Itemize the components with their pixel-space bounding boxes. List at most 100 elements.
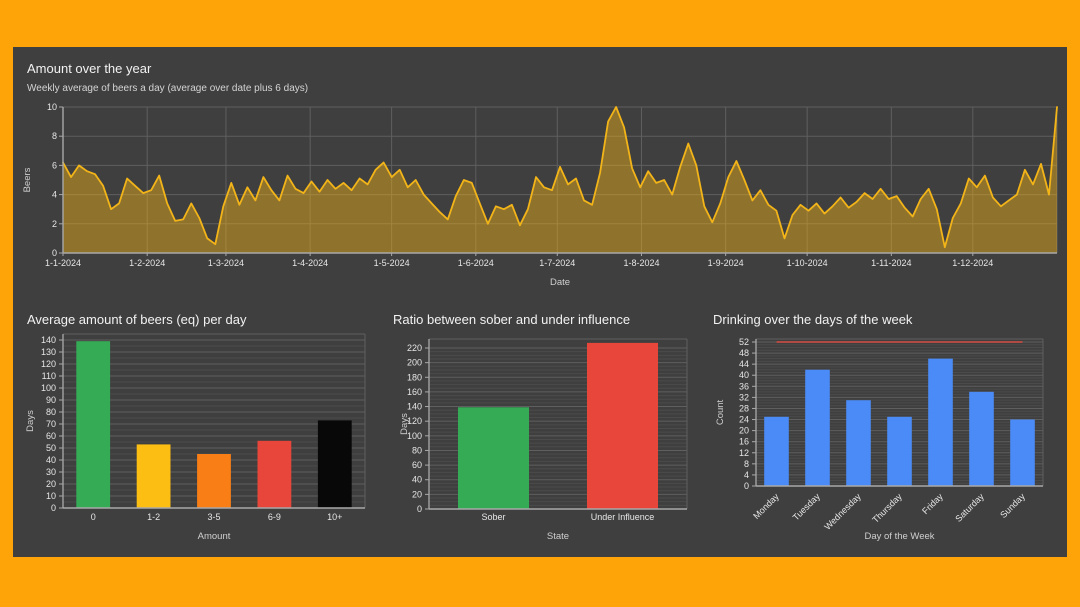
amount-per-day-bar-chart: 0 1-2 3-5 6-9 10+ 0 10 20 30 40 50 60 70 80 90 100 110 12… — [25, 333, 366, 542]
bar-3-5 — [197, 454, 231, 508]
y-tick-label: 4 — [52, 190, 57, 200]
y-tick-label: 40 — [46, 455, 56, 465]
bar-Wednesday — [846, 400, 871, 486]
y-tick-label: 50 — [46, 443, 56, 453]
y-axis-title: Beers — [22, 167, 33, 192]
x-tick-label: Wednesday — [822, 491, 863, 532]
y-tick-label: 20 — [412, 489, 422, 499]
y-axis-title: Days — [399, 413, 410, 435]
sober-ratio-chart-title: Ratio between sober and under influence — [393, 312, 631, 327]
area-chart-title: Amount over the year — [27, 61, 152, 76]
y-tick-label: 100 — [407, 431, 422, 441]
weekday-drinking-chart-title: Drinking over the days of the week — [713, 312, 913, 327]
x-tick-label: 1-11-2024 — [871, 258, 911, 268]
area-line — [62, 106, 1058, 249]
x-tick-label: 1-2 — [147, 512, 160, 522]
x-tick-label: 1-2-2024 — [129, 258, 165, 268]
y-tick-label: 80 — [412, 445, 422, 455]
y-tick-label: 32 — [739, 392, 749, 402]
y-tick-label: 20 — [739, 426, 749, 436]
bar-Monday — [764, 416, 789, 486]
weekday-drinking-bar-chart: Monday Tuesday Wednesday Thursday Friday Satu… — [715, 337, 1044, 542]
area-chart-subtitle: Weekly average of beers a day (average o… — [27, 83, 309, 94]
y-tick-label: 2 — [52, 219, 57, 229]
y-tick-label: 130 — [41, 347, 56, 357]
y-tick-label: 28 — [739, 403, 749, 413]
bar-6-9 — [257, 440, 292, 508]
y-tick-label: 40 — [739, 370, 749, 380]
y-tick-label: 10 — [46, 491, 56, 501]
x-axis-title: Amount — [198, 531, 231, 542]
y-tick-label: 120 — [407, 416, 422, 426]
y-tick-label: 44 — [739, 359, 749, 369]
x-tick-label: 1-12-2024 — [952, 258, 993, 268]
x-tick-label: Friday — [920, 491, 945, 516]
x-tick-label: Tuesday — [791, 491, 823, 523]
y-tick-label: 0 — [52, 248, 57, 258]
sober-ratio-bar-chart: Sober Under Influence 0 20 40 60 80 100 120 140 16… — [399, 338, 688, 542]
beers-over-year-area-chart: 1-1-2024 1-2-2024 1-3-2024 1-4-2024 1-5-2024… — [22, 102, 1058, 288]
x-tick-label: 1-7-2024 — [539, 258, 575, 268]
x-tick-label: Sober — [481, 512, 505, 522]
x-tick-label: 1-1-2024 — [45, 258, 81, 268]
x-tick-label: 1-10-2024 — [787, 258, 828, 268]
x-tick-label: Thursday — [870, 491, 904, 525]
y-tick-label: 12 — [739, 448, 749, 458]
bar-Under Influence — [587, 342, 658, 509]
bar-Sunday — [1010, 419, 1035, 486]
y-tick-label: 160 — [407, 387, 422, 397]
x-tick-label: 6-9 — [268, 512, 281, 522]
x-tick-label: 1-3-2024 — [208, 258, 244, 268]
y-tick-label: 10 — [47, 102, 57, 112]
y-tick-label: 52 — [739, 337, 749, 347]
y-tick-label: 110 — [42, 371, 56, 381]
bar-Tuesday — [805, 369, 830, 486]
y-tick-label: 60 — [46, 431, 56, 441]
bar-Sober — [458, 407, 529, 509]
y-tick-label: 16 — [739, 437, 749, 447]
x-tick-label: 1-5-2024 — [374, 258, 410, 268]
amount-per-day-chart-title: Average amount of beers (eq) per day — [27, 312, 247, 327]
y-axis-title: Count — [715, 399, 726, 425]
y-tick-label: 120 — [41, 359, 56, 369]
area-fill — [63, 107, 1057, 253]
y-tick-label: 80 — [46, 407, 56, 417]
x-axis-title: Day of the Week — [864, 531, 934, 542]
y-tick-label: 90 — [46, 395, 56, 405]
x-tick-label: Saturday — [953, 491, 986, 524]
y-tick-label: 48 — [739, 348, 749, 358]
y-tick-label: 0 — [417, 504, 422, 514]
bar-1-2 — [136, 444, 171, 508]
x-tick-label: Sunday — [998, 491, 1027, 520]
y-tick-label: 24 — [739, 415, 749, 425]
y-tick-label: 0 — [51, 503, 56, 513]
x-tick-label: 1-4-2024 — [292, 258, 328, 268]
y-axis-title: Days — [25, 410, 36, 432]
y-tick-label: 180 — [407, 372, 422, 382]
y-tick-label: 0 — [744, 481, 749, 491]
x-axis-title: State — [547, 531, 569, 542]
y-tick-label: 70 — [46, 419, 56, 429]
bar-10+ — [317, 420, 352, 508]
bar-0 — [76, 341, 111, 508]
y-tick-label: 100 — [41, 383, 56, 393]
x-tick-label: 10+ — [327, 512, 342, 522]
dashboard-panel: Amount over the year Weekly average of b… — [13, 47, 1067, 557]
x-tick-label: Under Influence — [591, 512, 655, 522]
y-tick-label: 8 — [52, 131, 57, 141]
y-tick-label: 8 — [744, 459, 749, 469]
y-tick-label: 30 — [46, 467, 56, 477]
bar-Saturday — [969, 391, 994, 486]
y-tick-label: 200 — [407, 358, 422, 368]
x-tick-label: Monday — [751, 491, 781, 521]
y-tick-label: 36 — [739, 381, 749, 391]
y-tick-label: 60 — [412, 460, 422, 470]
y-tick-label: 20 — [46, 479, 56, 489]
x-tick-label: 1-8-2024 — [623, 258, 659, 268]
y-tick-label: 4 — [744, 470, 749, 480]
x-tick-label: 1-9-2024 — [708, 258, 744, 268]
x-tick-label: 0 — [91, 512, 96, 522]
y-tick-label: 6 — [52, 160, 57, 170]
y-tick-label: 140 — [407, 402, 422, 412]
x-axis-title: Date — [550, 277, 570, 288]
